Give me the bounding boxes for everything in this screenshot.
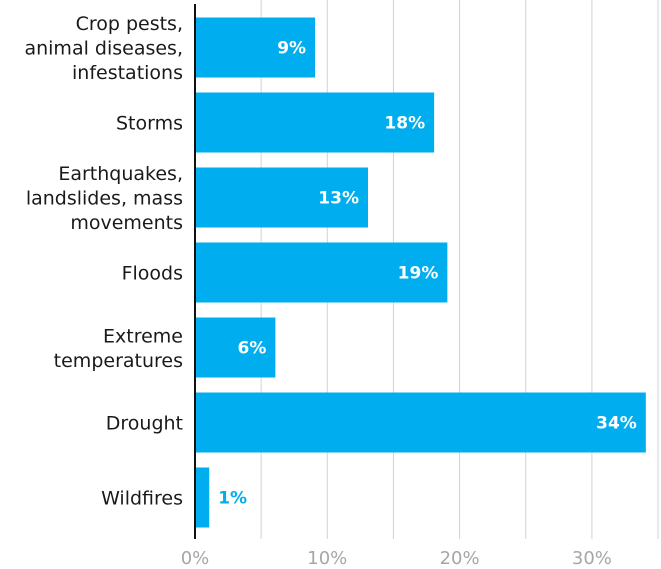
category-label: Storms	[116, 113, 183, 135]
value-label: 9%	[277, 39, 306, 59]
bar	[196, 167, 368, 228]
category-label: Drought	[106, 413, 183, 435]
bar	[196, 242, 448, 303]
bars	[196, 17, 646, 528]
value-label: 18%	[384, 114, 425, 134]
category-label: Earthquakes, landslides, mass movements	[26, 163, 183, 234]
bar	[196, 467, 210, 528]
bar	[196, 17, 316, 78]
bar	[196, 92, 435, 153]
x-tick-label: 0%	[181, 548, 210, 569]
value-label: 6%	[238, 339, 267, 359]
bar	[196, 317, 276, 378]
x-tick-labels: 0% 10% 20% 30%	[181, 548, 612, 569]
x-tick-label: 30%	[572, 548, 612, 569]
value-label: 1%	[218, 489, 247, 509]
value-label: 34%	[596, 414, 637, 434]
category-labels: Crop pests, animal diseases, infestations S…	[24, 13, 183, 510]
category-label: Extreme temperatures	[54, 325, 183, 372]
value-label: 13%	[318, 189, 359, 209]
x-tick-label: 10%	[307, 548, 347, 569]
bar	[196, 392, 646, 453]
value-labels: 9% 18% 13% 19% 6% 34% 1%	[218, 39, 637, 509]
category-label: Crop pests, animal diseases, infestations	[24, 13, 183, 84]
category-label: Wildfires	[101, 488, 183, 510]
category-label: Floods	[122, 263, 183, 285]
x-tick-label: 20%	[440, 548, 480, 569]
value-label: 19%	[398, 264, 439, 284]
